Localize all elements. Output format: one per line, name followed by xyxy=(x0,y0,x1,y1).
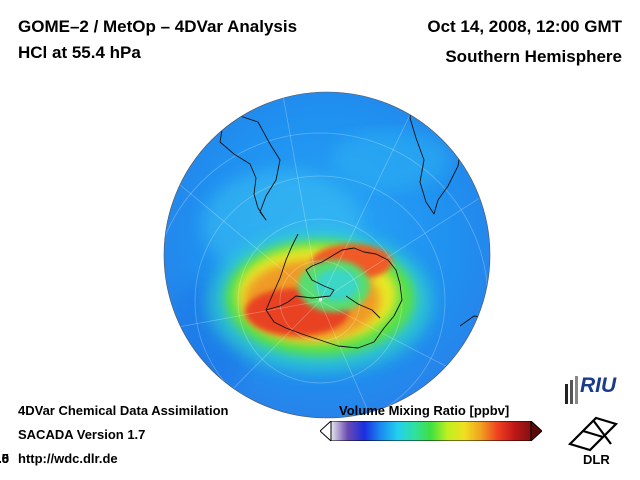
region-label: Southern Hemisphere xyxy=(445,47,622,66)
colorbar-left-arrow xyxy=(320,421,332,441)
riu-logo-icon xyxy=(565,376,578,404)
riu-logo-text: RIU xyxy=(580,374,617,397)
footer-line-2: SACADA Version 1.7 xyxy=(18,427,146,442)
ross-ice-shelf xyxy=(345,295,381,319)
south-america-coast xyxy=(219,115,281,221)
title-species: HCl at 55.4 hPa xyxy=(18,43,141,62)
field-patch-cyan-2 xyxy=(332,130,452,190)
dlr-logo-text: DLR xyxy=(583,452,610,467)
colorbar-tick-1: 0.5 xyxy=(0,451,10,466)
colorbar-right-arrow xyxy=(530,421,542,441)
colorbar xyxy=(320,421,542,441)
dlr-logo-icon xyxy=(567,416,619,452)
colorbar-tick-3: 1.5 xyxy=(0,451,10,466)
pole-marker xyxy=(319,298,322,301)
vortex-core-cyan xyxy=(315,269,359,301)
title-instrument: GOME–2 / MetOp – 4DVar Analysis xyxy=(18,17,298,36)
colorbar-tick-0: 0.0 xyxy=(0,451,10,466)
polar-map xyxy=(163,91,491,419)
footer-line-1: 4DVar Chemical Data Assimilation xyxy=(18,403,229,418)
colorbar-title: Volume Mixing Ratio [ppbv] xyxy=(339,403,510,418)
date-label: Oct 14, 2008, 12:00 GMT xyxy=(427,17,622,36)
colorbar-gradient xyxy=(330,421,532,441)
footer-url[interactable]: http://wdc.dlr.de xyxy=(18,451,118,466)
globe-outline xyxy=(163,91,491,419)
antarctica-coast xyxy=(265,247,403,349)
colorbar-tick-2: 1.0 xyxy=(0,451,10,466)
colorbar-tick-4: 2.0 xyxy=(0,451,10,466)
antarctic-peninsula xyxy=(265,233,299,311)
